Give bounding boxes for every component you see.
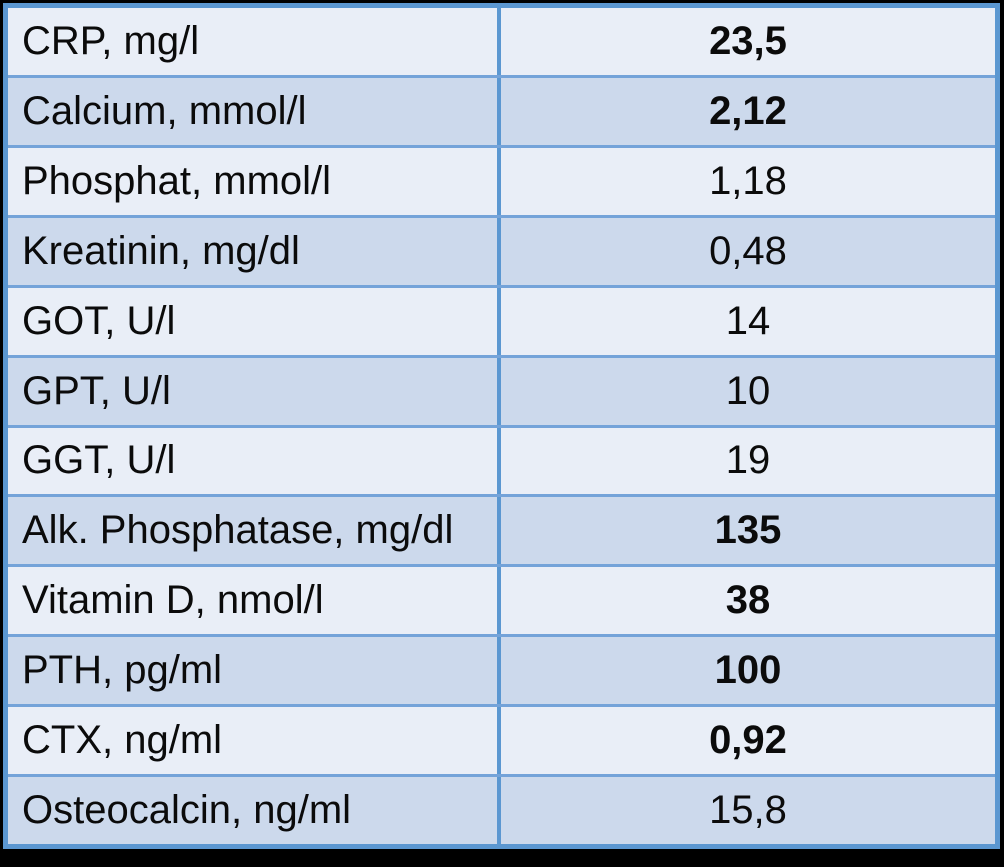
parameter-label-cell: GGT, U/l: [8, 428, 497, 495]
parameter-label-cell: Phosphat, mmol/l: [8, 148, 497, 215]
value-cell: 23,5: [497, 8, 995, 75]
parameter-label: Phosphat, mmol/l: [22, 158, 332, 203]
parameter-label: Osteocalcin, ng/ml: [22, 788, 352, 833]
parameter-label: GOT, U/l: [22, 298, 176, 343]
value-text: 19: [725, 438, 771, 483]
parameter-label: GPT, U/l: [22, 368, 171, 413]
value-cell: 0,92: [497, 707, 995, 775]
parameter-label-cell: Alk. Phosphatase, mg/dl: [8, 497, 497, 564]
parameter-label: PTH, pg/ml: [22, 648, 223, 693]
table-row: Kreatinin, mg/dl 0,48: [8, 217, 995, 288]
value-cell: 100: [497, 637, 995, 705]
value-cell: 19: [497, 427, 995, 495]
table-row: PTH, pg/ml 100: [8, 637, 995, 708]
lab-values-table: CRP, mg/l 23,5 Calcium, mmol/l 2,12 Phos…: [3, 3, 1000, 849]
table-row: GPT, U/l 10: [8, 357, 995, 428]
value-cell: 135: [497, 497, 995, 565]
value-cell: 1,18: [497, 147, 995, 215]
table-row: Alk. Phosphatase, mg/dl 135: [8, 497, 995, 568]
parameter-label: CTX, ng/ml: [22, 718, 223, 763]
parameter-label-cell: Kreatinin, mg/dl: [8, 218, 497, 285]
value-cell: 38: [497, 567, 995, 635]
value-text: 1,18: [709, 158, 787, 203]
value-text: 10: [725, 368, 771, 413]
parameter-label-cell: Calcium, mmol/l: [8, 78, 497, 145]
table-row: Calcium, mmol/l 2,12: [8, 77, 995, 148]
parameter-label: CRP, mg/l: [22, 18, 200, 63]
value-cell: 0,48: [497, 217, 995, 285]
value-cell: 15,8: [497, 777, 995, 845]
parameter-label: Alk. Phosphatase, mg/dl: [22, 508, 454, 553]
value-text: 2,12: [709, 88, 787, 133]
value-text: 15,8: [709, 788, 787, 833]
parameter-label-cell: GPT, U/l: [8, 358, 497, 425]
table-row: CRP, mg/l 23,5: [8, 8, 995, 78]
table-row: Phosphat, mmol/l 1,18: [8, 147, 995, 218]
parameter-label-cell: Vitamin D, nmol/l: [8, 567, 497, 634]
table-row: GGT, U/l 19: [8, 427, 995, 498]
parameter-label-cell: GOT, U/l: [8, 288, 497, 355]
parameter-label-cell: PTH, pg/ml: [8, 637, 497, 704]
value-text: 38: [725, 578, 771, 623]
table-row: Osteocalcin, ng/ml 15,8: [8, 777, 995, 845]
parameter-label-cell: CRP, mg/l: [8, 8, 497, 75]
value-cell: 14: [497, 287, 995, 355]
value-cell: 2,12: [497, 77, 995, 145]
value-text: 100: [714, 648, 782, 693]
value-text: 135: [714, 508, 782, 553]
value-cell: 10: [497, 357, 995, 425]
table-row: CTX, ng/ml 0,92: [8, 707, 995, 778]
parameter-label: Vitamin D, nmol/l: [22, 578, 324, 623]
table-row: GOT, U/l 14: [8, 287, 995, 358]
value-text: 14: [725, 298, 771, 343]
parameter-label: Calcium, mmol/l: [22, 88, 307, 133]
parameter-label-cell: CTX, ng/ml: [8, 707, 497, 774]
value-text: 0,48: [709, 228, 787, 273]
value-text: 0,92: [709, 718, 787, 763]
parameter-label: Kreatinin, mg/dl: [22, 228, 300, 273]
value-text: 23,5: [709, 18, 787, 63]
table-row: Vitamin D, nmol/l 38: [8, 567, 995, 638]
parameter-label: GGT, U/l: [22, 438, 176, 483]
parameter-label-cell: Osteocalcin, ng/ml: [8, 777, 497, 844]
